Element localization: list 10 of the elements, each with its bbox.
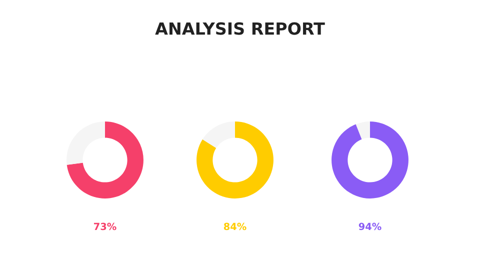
donut-slice (196, 122, 274, 198)
donut-slice (202, 122, 235, 148)
data-label: 73% (94, 222, 116, 230)
data-label: 84% (224, 222, 246, 230)
donut-slice (66, 122, 105, 165)
donut-slice (332, 122, 408, 198)
donut-slice (356, 122, 370, 140)
donut-slice (66, 122, 144, 198)
text: ANALYSIS REPORT (155, 22, 325, 35)
data-label: 94% (358, 222, 382, 230)
